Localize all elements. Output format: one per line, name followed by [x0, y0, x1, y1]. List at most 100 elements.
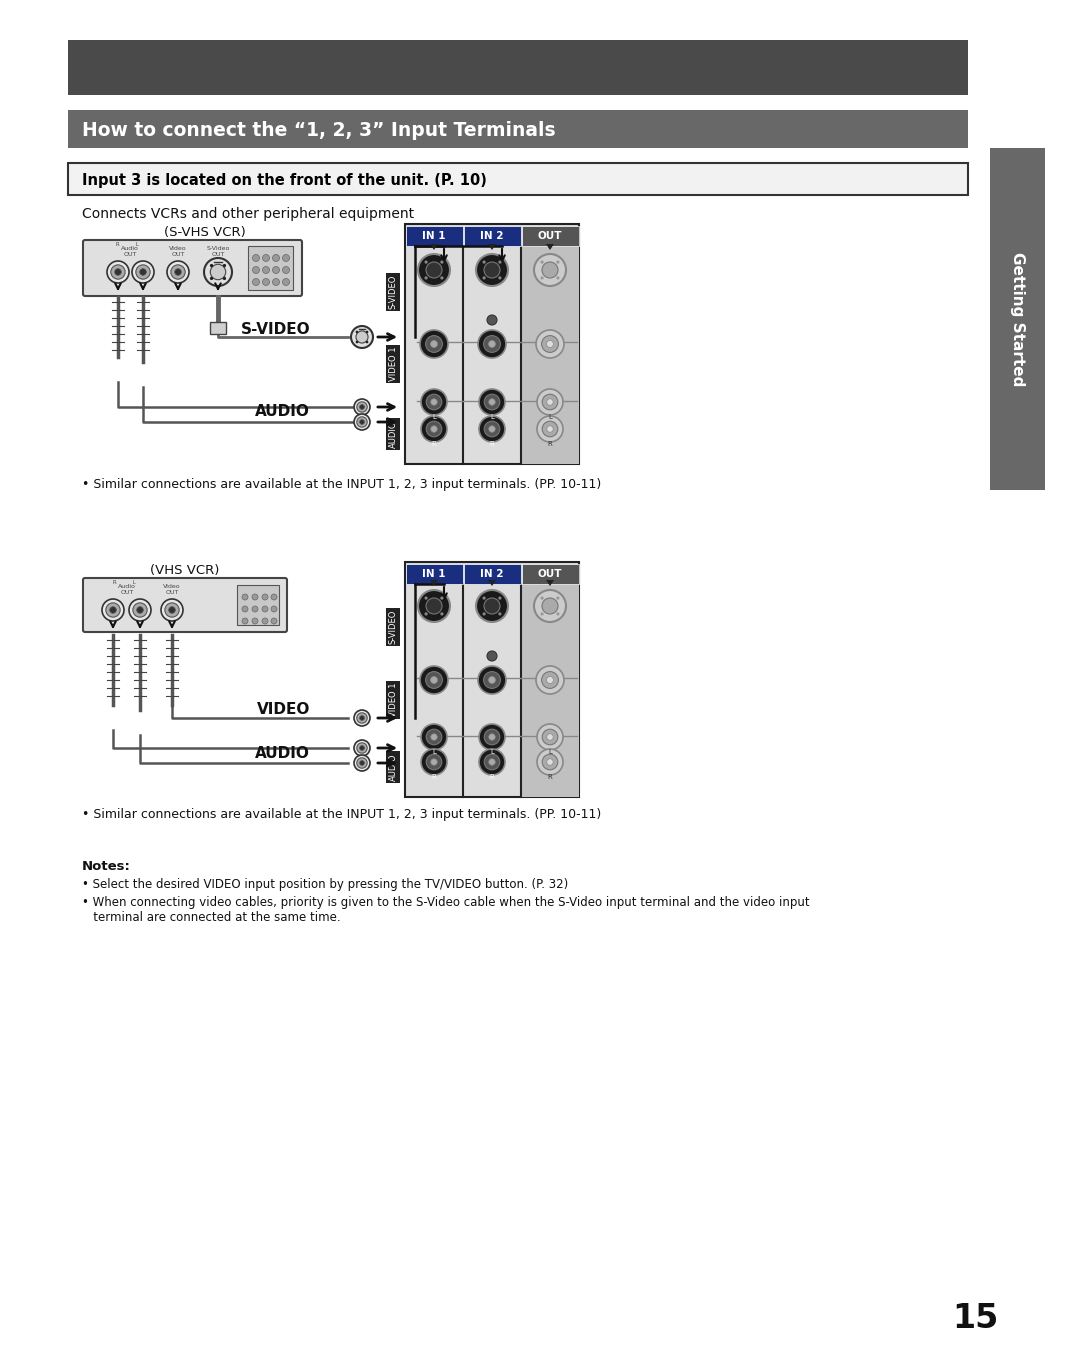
Circle shape: [488, 341, 496, 348]
Circle shape: [431, 425, 437, 432]
Circle shape: [262, 617, 268, 624]
Text: S-VIDEO: S-VIDEO: [389, 609, 397, 645]
Text: S-VIDEO: S-VIDEO: [241, 322, 310, 337]
Circle shape: [139, 269, 146, 275]
Circle shape: [168, 607, 175, 613]
Text: Notes:: Notes:: [82, 860, 131, 872]
Circle shape: [489, 425, 496, 432]
Circle shape: [262, 255, 270, 262]
Circle shape: [137, 607, 144, 613]
Circle shape: [476, 590, 508, 622]
Text: • When connecting video cables, priority is given to the S-Video cable when the : • When connecting video cables, priority…: [82, 895, 810, 924]
Text: L: L: [432, 750, 436, 755]
Circle shape: [556, 277, 559, 279]
Text: IN 2: IN 2: [481, 568, 503, 579]
Text: L: L: [432, 414, 436, 420]
Circle shape: [534, 254, 566, 286]
Circle shape: [204, 258, 232, 286]
Circle shape: [484, 598, 500, 613]
Text: R: R: [432, 774, 436, 780]
Circle shape: [106, 602, 120, 617]
Circle shape: [161, 598, 183, 622]
Text: Video
OUT: Video OUT: [170, 245, 187, 256]
Circle shape: [262, 267, 270, 274]
Circle shape: [111, 264, 125, 279]
Circle shape: [354, 740, 370, 756]
Circle shape: [210, 277, 213, 281]
Text: OUT: OUT: [538, 230, 563, 241]
Circle shape: [165, 602, 179, 617]
Circle shape: [171, 264, 185, 279]
Circle shape: [484, 421, 500, 436]
Text: IN 1: IN 1: [422, 568, 446, 579]
Circle shape: [262, 594, 268, 600]
Circle shape: [129, 598, 151, 622]
Circle shape: [110, 607, 117, 613]
Circle shape: [480, 724, 505, 750]
Circle shape: [483, 277, 486, 279]
Circle shape: [542, 421, 557, 436]
Circle shape: [360, 761, 364, 766]
Text: L: L: [548, 750, 552, 755]
Circle shape: [427, 394, 442, 410]
Circle shape: [242, 617, 248, 624]
Circle shape: [426, 262, 442, 278]
Text: S-Video
OUT: S-Video OUT: [206, 245, 230, 256]
Polygon shape: [546, 581, 554, 586]
Circle shape: [498, 260, 501, 263]
Circle shape: [489, 733, 496, 740]
Text: Input 3 is located on the front of the unit. (P. 10): Input 3 is located on the front of the u…: [82, 173, 487, 188]
Circle shape: [136, 264, 150, 279]
Circle shape: [427, 729, 442, 744]
Circle shape: [540, 612, 543, 616]
Circle shape: [271, 607, 276, 612]
Text: L: L: [490, 750, 494, 755]
Text: R: R: [548, 774, 552, 780]
Text: Audio
OUT: Audio OUT: [121, 245, 139, 256]
Text: OUT: OUT: [538, 568, 563, 579]
Text: L: L: [490, 414, 494, 420]
Bar: [522, 226, 579, 245]
Circle shape: [426, 672, 443, 688]
Circle shape: [283, 255, 289, 262]
Polygon shape: [546, 244, 554, 249]
Circle shape: [366, 341, 368, 343]
Text: R: R: [489, 442, 495, 447]
Text: (VHS VCR): (VHS VCR): [150, 564, 219, 577]
Circle shape: [488, 676, 496, 683]
Circle shape: [534, 590, 566, 622]
Circle shape: [484, 729, 500, 744]
Circle shape: [354, 399, 370, 414]
Circle shape: [222, 277, 226, 281]
Circle shape: [253, 255, 259, 262]
Circle shape: [355, 341, 359, 343]
Circle shape: [542, 729, 557, 744]
Circle shape: [253, 278, 259, 285]
Bar: [68, 110, 968, 149]
Circle shape: [356, 402, 367, 412]
Circle shape: [540, 277, 543, 279]
Text: S-VIDEO: S-VIDEO: [389, 275, 397, 309]
Circle shape: [441, 597, 444, 600]
Circle shape: [537, 750, 563, 776]
Text: • Select the desired VIDEO input position by pressing the TV/VIDEO button. (P. 3: • Select the desired VIDEO input positio…: [82, 878, 568, 891]
Circle shape: [421, 724, 447, 750]
Circle shape: [431, 341, 437, 348]
Circle shape: [242, 594, 248, 600]
Circle shape: [356, 417, 367, 427]
Circle shape: [480, 750, 505, 776]
Circle shape: [476, 254, 508, 286]
Text: How to connect the “1, 2, 3” Input Terminals: How to connect the “1, 2, 3” Input Termi…: [82, 120, 555, 139]
Circle shape: [556, 597, 559, 600]
Bar: [405, 226, 462, 245]
Circle shape: [478, 667, 507, 694]
Bar: [463, 226, 521, 245]
Circle shape: [360, 716, 364, 721]
Circle shape: [489, 759, 496, 765]
Text: VIDEO: VIDEO: [257, 702, 310, 717]
Bar: [463, 564, 521, 583]
Circle shape: [114, 269, 121, 275]
Circle shape: [418, 590, 450, 622]
Circle shape: [354, 755, 370, 771]
Circle shape: [283, 267, 289, 274]
